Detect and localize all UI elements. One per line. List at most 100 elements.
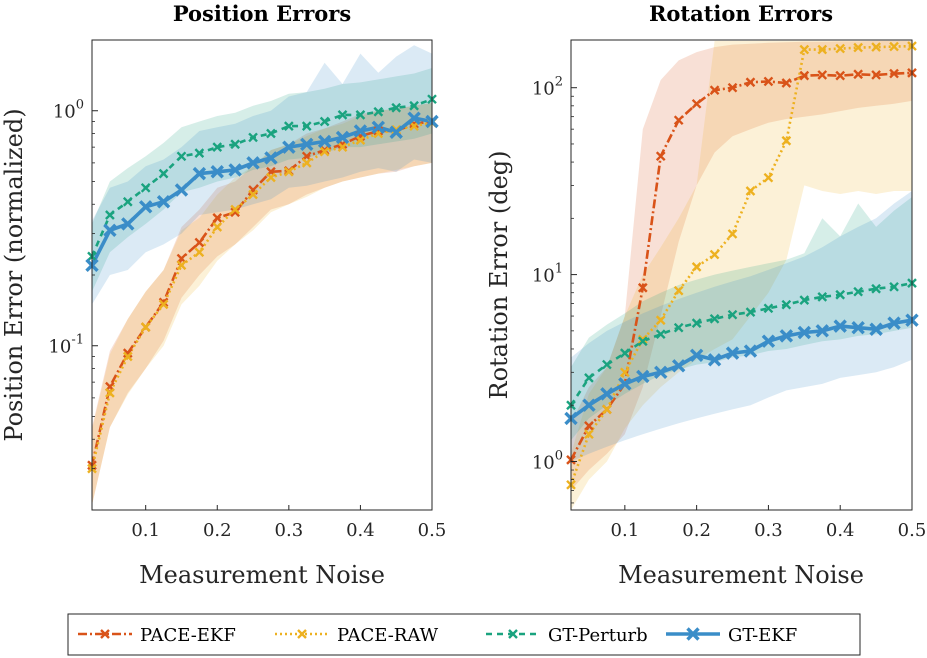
position-gt-perturb-point xyxy=(319,116,330,127)
rotation-gt-ekf-point xyxy=(797,325,812,340)
position-pace-raw-point xyxy=(355,135,366,145)
position-x-tick-label: 0.2 xyxy=(203,520,232,541)
rotation-pace-raw-point xyxy=(709,249,720,260)
rotation-gt-ekf-point xyxy=(869,322,883,336)
legend-pace-ekf-marker xyxy=(100,629,110,639)
rotation-gt-ekf-point xyxy=(689,348,704,362)
position-x-tick-label: 0.3 xyxy=(275,520,304,541)
rotation-pace-ekf-point xyxy=(853,69,864,80)
rotation-pace-raw-point xyxy=(781,135,792,146)
position-gt-ekf-point xyxy=(317,134,332,149)
position-gt-perturb-band xyxy=(92,68,432,292)
rotation-gt-perturb-point xyxy=(709,313,720,324)
rotation-gt-perturb-point xyxy=(871,283,881,294)
position-gt-ekf-point xyxy=(228,163,242,177)
position-pace-raw-point xyxy=(248,189,258,200)
position-pace-raw-point xyxy=(301,158,312,168)
rotation-gt-ekf-point xyxy=(707,353,722,367)
rotation-gt-perturb-point xyxy=(835,289,846,300)
rotation-gt-ekf-point xyxy=(582,398,596,412)
position-gt-ekf-point xyxy=(138,200,153,214)
rotation-x-axis-label: Measurement Noise xyxy=(618,561,864,589)
rotation-pace-raw-band xyxy=(571,40,912,511)
rotation-pace-ekf-point xyxy=(691,98,702,109)
rotation-pace-raw-point xyxy=(763,172,774,183)
rotation-gt-perturb-point xyxy=(584,373,594,383)
position-pace-ekf-point xyxy=(122,348,133,358)
rotation-gt-ekf-point xyxy=(833,319,847,333)
rotation-pace-ekf-point xyxy=(709,85,720,96)
legend-pace-raw-marker xyxy=(297,629,307,639)
rotation-x-tick-label: 0.4 xyxy=(826,520,855,541)
position-gt-ekf-point xyxy=(246,156,260,170)
rotation-x-tick-label: 0.2 xyxy=(682,520,711,541)
legend-pace-raw-label: PACE-RAW xyxy=(337,625,439,646)
rotation-pace-raw-point xyxy=(727,229,738,239)
rotation-x-tick-label: 0.1 xyxy=(611,520,640,541)
position-x-tick-label: 0.5 xyxy=(418,520,447,541)
rotation-pace-raw-point xyxy=(853,42,864,53)
position-gt-ekf-point xyxy=(121,217,135,231)
rotation-pace-raw-point xyxy=(745,186,756,196)
position-pace-raw-point xyxy=(158,299,169,310)
rotation-pace-ekf-point xyxy=(799,70,810,81)
position-y-tick-label: 100 xyxy=(53,98,84,123)
position-gt-ekf-point xyxy=(282,140,296,154)
legend-gt-perturb-label: GT-Perturb xyxy=(548,625,648,646)
rotation-pace-raw-point xyxy=(619,367,630,378)
rotation-gt-ekf-point xyxy=(761,334,776,348)
position-pace-raw-point xyxy=(283,166,294,177)
position-gt-perturb-point xyxy=(140,182,151,193)
rotation-gt-perturb-point xyxy=(799,295,810,305)
position-gt-perturb-point xyxy=(230,139,241,150)
rotation-y-axis-label: Rotation Error (deg) xyxy=(485,151,513,400)
position-pace-raw-point xyxy=(391,124,402,135)
rotation-x-tick-label: 0.5 xyxy=(898,520,927,541)
position-pace-ekf-point xyxy=(158,297,169,308)
position-gt-ekf-point xyxy=(192,166,207,181)
rotation-gt-ekf-band xyxy=(571,191,912,462)
rotation-pace-ekf-point xyxy=(871,70,881,80)
position-pace-raw-point xyxy=(212,222,223,232)
rotation-gt-ekf-point xyxy=(618,377,632,391)
rotation-y-tick-label: 100 xyxy=(532,448,563,473)
rotation-pace-ekf-point xyxy=(745,77,756,88)
rotation-gt-perturb-point xyxy=(817,292,828,302)
position-gt-perturb-point xyxy=(283,121,294,131)
rotation-gt-perturb-point xyxy=(781,299,792,310)
position-pace-ekf-point xyxy=(230,207,241,218)
rotation-pace-ekf-point xyxy=(835,70,846,81)
rotation-pace-raw-point xyxy=(637,334,648,345)
rotation-gt-perturb-point xyxy=(853,286,864,297)
rotation-gt-ekf-point xyxy=(654,365,668,380)
position-x-tick-label: 0.1 xyxy=(131,520,160,541)
position-gt-ekf-point xyxy=(335,130,350,145)
rotation-pace-raw-point xyxy=(889,41,899,52)
legend-pace-ekf-label: PACE-EKF xyxy=(140,625,236,646)
legend: PACE-EKF PACE-RAW GT-Perturb GT-EKF xyxy=(67,613,861,656)
position-gt-perturb-point xyxy=(176,151,187,162)
rotation-pace-raw-point xyxy=(817,44,828,55)
position-pace-ekf-point xyxy=(212,213,223,223)
position-pace-ekf-band xyxy=(92,102,432,506)
rotation-gt-perturb-point xyxy=(763,303,774,314)
legend-gt-perturb-marker xyxy=(508,629,518,639)
position-x-tick-label: 0.4 xyxy=(346,520,375,541)
position-errors-panel: Position Errors 0.1 0.2 0.3 0.4 0.5 10-1100 … xyxy=(0,1,446,589)
position-pace-ekf-point xyxy=(194,237,205,248)
rotation-pace-ekf-point xyxy=(763,76,774,87)
rotation-gt-perturb-point xyxy=(745,307,756,317)
rotation-gt-perturb-point xyxy=(673,322,684,333)
rotation-gt-ekf-point xyxy=(887,316,901,330)
position-gt-ekf-point xyxy=(389,125,403,139)
position-gt-ekf-point xyxy=(156,195,171,209)
position-pace-raw-point xyxy=(176,260,187,271)
position-pace-raw-point xyxy=(319,146,330,157)
position-errors-title: Position Errors xyxy=(173,1,351,26)
position-gt-ekf-point xyxy=(353,124,368,138)
position-pace-raw-point xyxy=(140,322,151,332)
position-gt-perturb-point xyxy=(391,102,402,113)
position-gt-perturb-point xyxy=(248,132,258,143)
position-pace-raw-point xyxy=(122,351,133,362)
rotation-gt-ekf-point xyxy=(779,329,794,343)
